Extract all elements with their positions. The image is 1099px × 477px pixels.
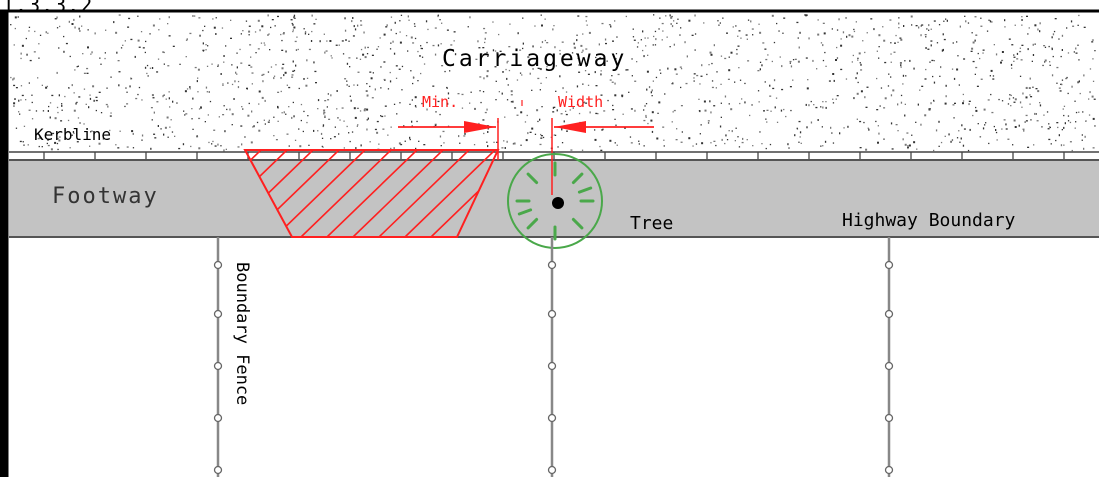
tree-trunk-dot (552, 197, 564, 209)
carriageway-label: Carriageway (442, 46, 627, 72)
boundary-fence-label: Boundary Fence (232, 262, 252, 405)
kerbline-label: Kerbline (34, 125, 111, 144)
dimension-left-arrow-head (464, 121, 496, 133)
min-label: Min. (422, 93, 458, 111)
width-label: Width (558, 93, 603, 111)
fence-posts (215, 262, 893, 474)
tree-label: Tree (630, 213, 673, 234)
tree-symbol (508, 154, 602, 248)
highway-boundary-label: Highway Boundary (842, 210, 1016, 231)
carriageway-texture (10, 14, 1096, 151)
footway-label: Footway (52, 184, 159, 209)
dimension-right-arrow-head (554, 121, 586, 133)
